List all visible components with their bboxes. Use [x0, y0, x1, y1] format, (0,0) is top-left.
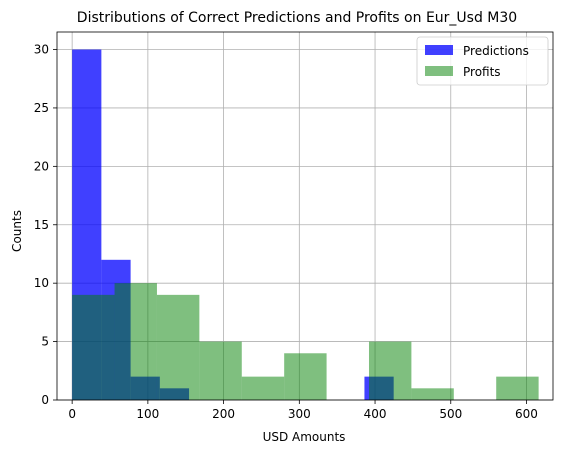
profits-bar — [72, 294, 115, 400]
profits-bar — [199, 341, 242, 400]
chart-title: Distributions of Correct Predictions and… — [77, 10, 517, 26]
profits-bar — [284, 353, 327, 400]
x-axis-label: USD Amounts — [263, 430, 346, 444]
y-tick-label: 10 — [34, 276, 49, 290]
x-tick-label: 600 — [515, 407, 538, 421]
x-tick-label: 400 — [364, 407, 387, 421]
legend: Predictions Profits — [416, 36, 549, 86]
y-tick-label: 25 — [34, 101, 49, 115]
x-tick-label: 500 — [439, 407, 462, 421]
y-tick-label: 30 — [34, 43, 49, 57]
legend-swatch-profits — [425, 66, 453, 76]
profits-bar — [156, 294, 200, 400]
y-tick-label: 0 — [41, 393, 49, 407]
x-tick-label: 0 — [68, 407, 76, 421]
legend-label-profits: Profits — [463, 65, 501, 79]
profits-bar — [368, 341, 412, 400]
legend-swatch-predictions — [425, 45, 453, 55]
profits-bar — [411, 388, 454, 400]
x-axis-ticks: 0 100 200 300 400 500 600 — [68, 400, 538, 421]
y-tick-label: 5 — [41, 335, 49, 349]
profits-bar — [496, 376, 539, 400]
x-tick-label: 300 — [288, 407, 311, 421]
y-axis-label: Counts — [10, 210, 24, 252]
x-tick-label: 100 — [136, 407, 159, 421]
x-tick-label: 200 — [212, 407, 235, 421]
y-tick-label: 15 — [34, 218, 49, 232]
bars-group — [72, 49, 539, 401]
legend-label-predictions: Predictions — [463, 44, 529, 58]
profits-bar — [241, 376, 285, 400]
plot-frame — [56, 31, 554, 401]
y-tick-label: 20 — [34, 159, 49, 173]
profits-bar — [114, 283, 157, 400]
y-axis-ticks: 0 5 10 15 20 25 30 — [34, 43, 57, 407]
